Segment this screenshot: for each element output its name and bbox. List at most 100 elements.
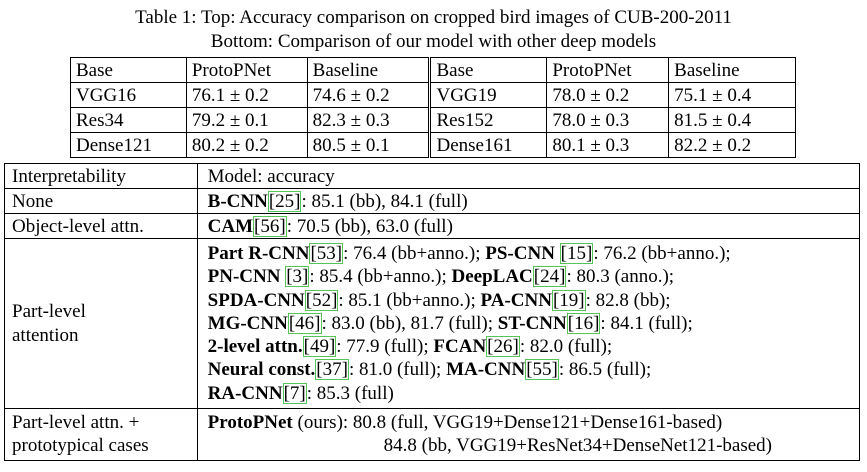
accuracy-text: : 80.3 (anno.); (566, 266, 675, 288)
citation-link[interactable]: [49] (302, 336, 337, 358)
table-row: Object-level attn. CAM[56]: 70.5 (bb), 6… (4, 213, 860, 239)
model-name: PA-CNN (480, 289, 552, 311)
category-label-line: Part-level attn. + (12, 412, 140, 434)
accuracy-text: : 85.1 (bb+anno.); (338, 289, 481, 311)
category-label-line: attention (12, 324, 79, 346)
table-cell: Dense121 (70, 132, 187, 158)
model-name: FCAN (433, 336, 487, 358)
citation-link[interactable]: [7] (282, 382, 307, 404)
model-name: 2-level attn. (207, 336, 303, 358)
header-cell: Baseline (668, 57, 796, 83)
category-cell: Part-level attention (4, 238, 198, 410)
table-cell: 74.6 ± 0.2 (307, 82, 432, 108)
header-cell: ProtoPNet (546, 57, 670, 83)
table-header-row: Interpretability Model: accuracy (4, 163, 860, 189)
accuracy-text: : 81.0 (full); (348, 359, 447, 381)
model-name: ST-CNN (497, 312, 567, 334)
accuracy-text: : 83.0 (bb), 81.7 (full); (321, 312, 498, 334)
accuracy-text: : 82.0 (full); (519, 336, 613, 358)
table-cell: 76.1 ± 0.2 (186, 82, 308, 108)
table-row: None B-CNN[25]: 85.1 (bb), 84.1 (full) (4, 188, 860, 214)
models-line: 84.8 (bb, VGG19+ResNet34+DenseNet121-bas… (383, 435, 772, 457)
accuracy-text: : 85.4 (bb+anno.); (309, 266, 452, 288)
citation-link[interactable]: [52] (304, 289, 339, 311)
model-name: RA-CNN (207, 382, 283, 404)
category-cell: Object-level attn. (4, 213, 198, 239)
citation-link[interactable]: [56] (253, 215, 287, 237)
table-cell: 80.2 ± 0.2 (186, 132, 308, 158)
models-line: Neural const.[37]: 81.0 (full); MA-CNN[5… (208, 358, 859, 381)
header-cell: Interpretability (4, 163, 198, 189)
citation-link[interactable]: [37] (315, 359, 349, 381)
table-header-row: Base ProtoPNet Baseline Base ProtoPNet B… (70, 57, 796, 83)
accuracy-text: (ours): 80.8 (full, VGG19+Dense121+Dense… (292, 412, 723, 434)
category-label-line: prototypical cases (12, 435, 149, 457)
accuracy-text: : 77.9 (full); (336, 336, 434, 358)
table-row: Part-level attn. + prototypical cases Pr… (4, 408, 860, 461)
table-cell: 82.2 ± 0.2 (674, 134, 752, 156)
table-cell: VGG16 (70, 82, 187, 108)
table-cell: VGG19 (429, 82, 548, 108)
model-name: SPDA-CNN (207, 289, 305, 311)
table-cell: 81.5 ± 0.4 (668, 107, 796, 133)
model-name: B-CNN (207, 190, 268, 212)
accuracy-text: : 86.5 (full); (558, 359, 652, 381)
accuracy-text: : 76.4 (bb+anno.); (343, 243, 486, 264)
citation-link[interactable]: [3] (285, 266, 310, 288)
citation-link[interactable]: [16] (566, 312, 601, 334)
table-row: VGG16 76.1 ± 0.2 74.6 ± 0.2 VGG19 78.0 ±… (70, 82, 796, 108)
model-name: PN-CNN (207, 266, 281, 288)
header-cell: Baseline (307, 57, 432, 83)
table-cell: 79.2 ± 0.1 (186, 107, 308, 133)
table-cell: Res152 (429, 107, 548, 133)
models-line: RA-CNN[7]: 85.3 (full) (208, 382, 859, 405)
category-label-line: Part-level (12, 301, 86, 323)
table-cell: 78.0 ± 0.2 (546, 82, 670, 108)
model-name: MG-CNN (207, 312, 288, 334)
header-cell: Base (70, 57, 187, 83)
citation-link[interactable]: [15] (559, 243, 594, 264)
accuracy-text: : 85.3 (full) (306, 382, 394, 404)
table-row: Res34 79.2 ± 0.1 82.3 ± 0.3 Res152 78.0 … (70, 107, 796, 133)
model-name: PS-CNN (485, 243, 555, 264)
models-line: Part R-CNN[53]: 76.4 (bb+anno.); PS-CNN … (208, 242, 859, 265)
model-name: Neural const. (207, 359, 316, 381)
models-line: ProtoPNet (ours): 80.8 (full, VGG19+Dens… (208, 411, 859, 434)
models-line: 2-level attn.[49]: 77.9 (full); FCAN[26]… (208, 335, 859, 358)
table-caption-line-2: Bottom: Comparison of our model with oth… (210, 31, 657, 52)
accuracy-text: : 76.2 (bb+anno.); (593, 243, 731, 264)
top-accuracy-table: Base ProtoPNet Baseline Base ProtoPNet B… (70, 57, 796, 158)
model-name: CAM (207, 215, 254, 237)
citation-link[interactable]: [53] (309, 243, 344, 264)
table-cell: 80.1 ± 0.3 (546, 132, 670, 158)
citation-link[interactable]: [46] (287, 312, 322, 334)
citation-link[interactable]: [19] (551, 289, 586, 311)
accuracy-text: : 85.1 (bb), 84.1 (full) (301, 190, 468, 212)
accuracy-text: : 70.5 (bb), 63.0 (full) (286, 215, 453, 237)
accuracy-text: : 82.8 (bb); (585, 289, 671, 311)
models-cell: Part R-CNN[53]: 76.4 (bb+anno.); PS-CNN … (197, 238, 860, 410)
table-cell: 80.5 ± 0.1 (307, 132, 432, 158)
citation-link[interactable]: [25] (267, 190, 302, 212)
table-cell: Dense161 (429, 132, 548, 158)
citation-link[interactable]: [55] (525, 359, 559, 381)
models-line: SPDA-CNN[52]: 85.1 (bb+anno.); PA-CNN[19… (208, 289, 859, 312)
spacer-text (555, 243, 560, 264)
citation-link[interactable]: [26] (486, 336, 520, 358)
table-cell: 82.3 ± 0.3 (307, 107, 432, 133)
table-cell: 78.0 ± 0.3 (546, 107, 670, 133)
model-name: DeepLAC (451, 266, 533, 288)
header-cell: ProtoPNet (186, 57, 308, 83)
header-cell: Base (429, 57, 548, 83)
model-name: ProtoPNet (207, 412, 293, 434)
citation-link[interactable]: [24] (532, 266, 567, 288)
category-cell: Part-level attn. + prototypical cases (4, 408, 198, 461)
models-line: MG-CNN[46]: 83.0 (bb), 81.7 (full); ST-C… (208, 312, 859, 335)
header-cell: Model: accuracy (197, 163, 860, 189)
table-row: Dense121 80.2 ± 0.2 80.5 ± 0.1 Dense161 … (70, 132, 796, 158)
models-cell: ProtoPNet (ours): 80.8 (full, VGG19+Dens… (197, 409, 859, 461)
models-cell: B-CNN[25]: 85.1 (bb), 84.1 (full) (197, 188, 860, 214)
models-line: PN-CNN [3]: 85.4 (bb+anno.); DeepLAC[24]… (208, 265, 859, 288)
table-cell: 75.1 ± 0.4 (668, 82, 796, 108)
accuracy-text: : 84.1 (full); (600, 312, 693, 334)
